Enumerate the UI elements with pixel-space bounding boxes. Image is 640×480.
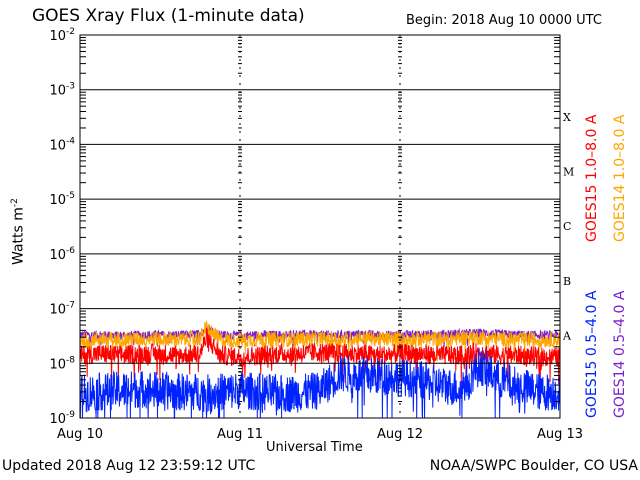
legend-goes15-long: GOES15 1.0–8.0 A [584, 114, 600, 242]
y-tick-base: 10 [49, 412, 66, 427]
credit-label: NOAA/SWPC Boulder, CO USA [429, 458, 638, 474]
y-tick-base: 10 [49, 193, 66, 208]
y-tick-base: 10 [49, 357, 66, 372]
y-tick-exponent: -5 [66, 191, 75, 201]
y-tick-exponent: -2 [66, 27, 75, 37]
y-tick-label: 10-7 [49, 301, 75, 318]
y-tick-label: 10-2 [49, 27, 75, 44]
x-tick-label: Aug 12 [377, 427, 423, 442]
y-axis-label: Watts m-2 [10, 198, 27, 265]
y-tick-exponent: -6 [66, 246, 75, 256]
y-tick-exponent: -3 [66, 82, 75, 92]
legend-goes14-short: GOES14 0.5–4.0 A [612, 290, 628, 418]
y-axis-label-text: Watts m [10, 207, 27, 265]
y-tick-label: 10-5 [49, 191, 75, 208]
flare-class-label: M [563, 166, 574, 179]
updated-timestamp: Updated 2018 Aug 12 23:59:12 UTC [2, 458, 256, 474]
x-tick-label: Aug 13 [537, 427, 583, 442]
x-axis-label: Universal Time [266, 440, 363, 455]
chart-title: GOES Xray Flux (1-minute data) [32, 6, 305, 26]
y-tick-label: 10-3 [49, 82, 75, 99]
x-tick-label: Aug 11 [217, 427, 263, 442]
legend-goes14-long: GOES14 1.0–8.0 A [612, 114, 628, 242]
x-tick-label: Aug 10 [57, 427, 103, 442]
y-tick-exponent: -4 [66, 136, 75, 146]
series-line-1 [79, 320, 561, 362]
series-line-2 [79, 327, 561, 385]
flare-class-label: C [563, 220, 571, 233]
flare-class-label: X [563, 111, 571, 124]
y-axis-label-exponent: -2 [10, 198, 20, 208]
flare-class-label: B [563, 275, 571, 288]
y-tick-base: 10 [49, 303, 66, 318]
flare-class-label: A [562, 330, 572, 343]
y-tick-label: 10-8 [49, 355, 75, 372]
series-line-3 [79, 348, 561, 420]
y-tick-exponent: -7 [66, 301, 75, 311]
legend-goes15-short: GOES15 0.5–4.0 A [584, 290, 600, 418]
y-tick-exponent: -8 [66, 355, 75, 365]
begin-label: Begin: 2018 Aug 10 0000 UTC [406, 13, 602, 28]
y-tick-label: 10-6 [49, 246, 75, 263]
y-tick-exponent: -9 [66, 410, 75, 420]
y-tick-base: 10 [49, 84, 66, 99]
y-tick-label: 10-9 [49, 410, 75, 427]
y-tick-base: 10 [49, 138, 66, 153]
y-tick-base: 10 [49, 248, 66, 263]
plot-frame [79, 34, 561, 419]
y-tick-label: 10-4 [49, 136, 75, 153]
y-tick-base: 10 [49, 29, 66, 44]
